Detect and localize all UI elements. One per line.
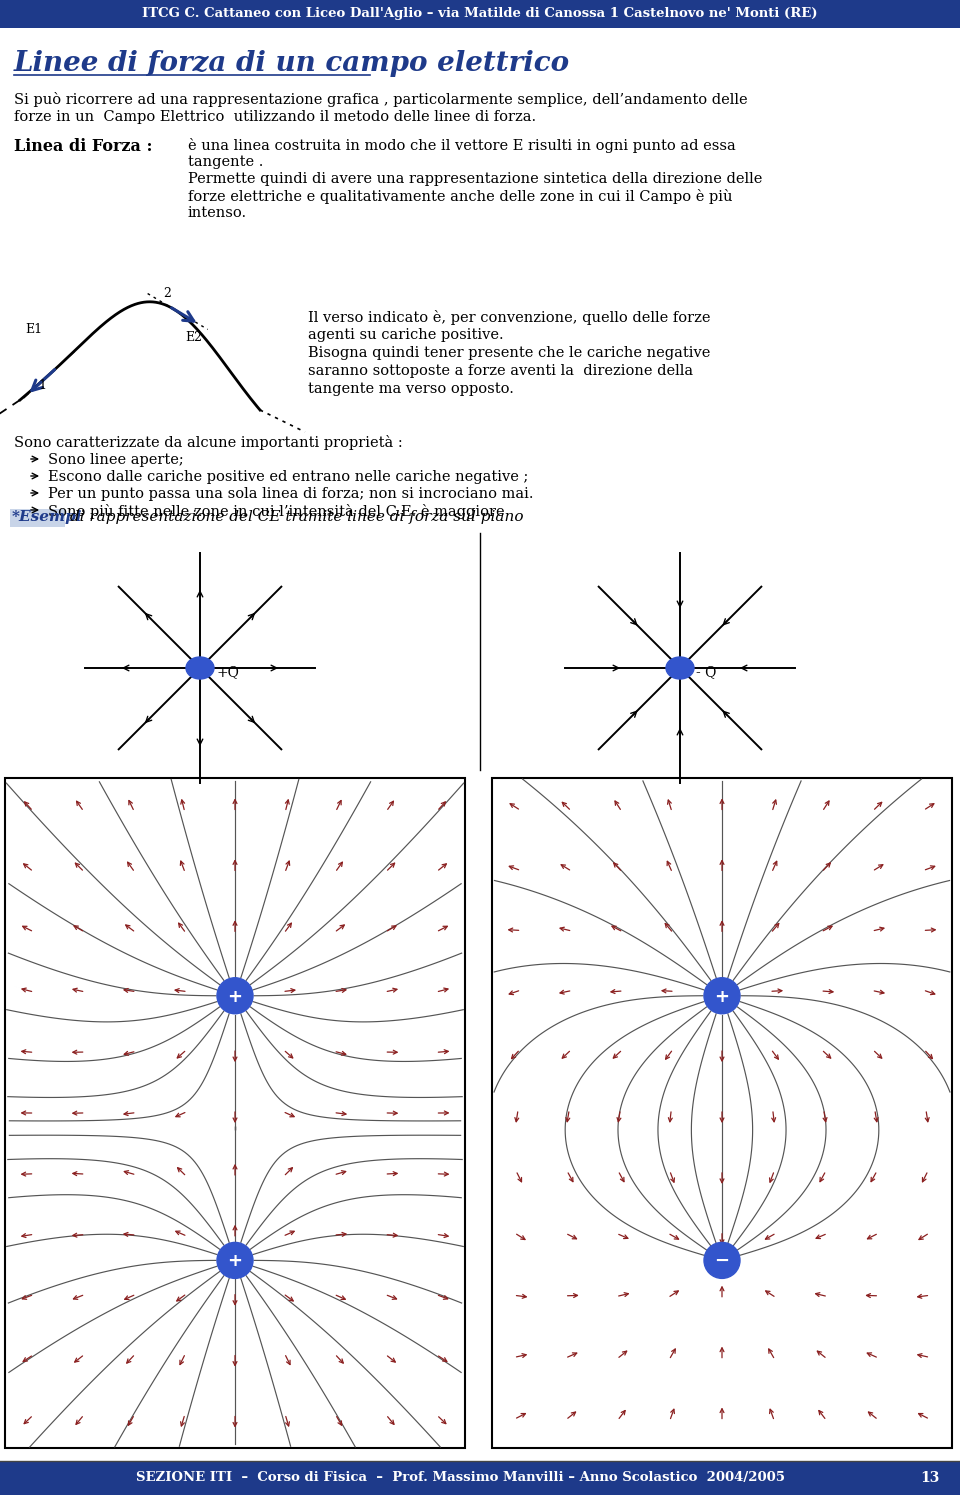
Text: E2: E2 (185, 330, 203, 344)
Text: Per un punto passa una sola linea di forza; non si incrociano mai.: Per un punto passa una sola linea di for… (48, 487, 534, 501)
Text: Linee di forza di un campo elettrico: Linee di forza di un campo elettrico (14, 49, 570, 78)
Text: Sono più fitte nelle zone in cui l’intensità del C.E. è maggiore: Sono più fitte nelle zone in cui l’inten… (48, 504, 505, 519)
Text: +Q: +Q (216, 665, 239, 679)
Text: ITCG C. Cattaneo con Liceo Dall'Aglio – via Matilde di Canossa 1 Castelnovo ne' : ITCG C. Cattaneo con Liceo Dall'Aglio – … (142, 7, 818, 21)
Text: tangente .: tangente . (188, 155, 263, 169)
Bar (492, 777, 952, 1449)
Text: Bisogna quindi tener presente che le cariche negative: Bisogna quindi tener presente che le car… (308, 345, 710, 360)
Text: intenso.: intenso. (188, 206, 247, 220)
Text: +: + (228, 988, 243, 1006)
Circle shape (217, 1242, 253, 1278)
Text: Linea di Forza :: Linea di Forza : (14, 138, 153, 155)
Bar (10, 508, 65, 528)
Text: +: + (228, 1253, 243, 1271)
Text: di rappresentazione del CE tramite linee di forza sul piano: di rappresentazione del CE tramite linee… (65, 510, 523, 525)
Bar (0, 0, 960, 28)
Text: 13: 13 (921, 1471, 940, 1485)
Text: Il verso indicato è, per convenzione, quello delle forze: Il verso indicato è, per convenzione, qu… (308, 309, 710, 324)
Text: SEZIONE ITI  –  Corso di Fisica  –  Prof. Massimo Manvilli – Anno Scolastico  20: SEZIONE ITI – Corso di Fisica – Prof. Ma… (135, 1471, 784, 1485)
Text: E1: E1 (25, 323, 42, 336)
Text: forze elettriche e qualitativamente anche delle zone in cui il Campo è più: forze elettriche e qualitativamente anch… (188, 188, 732, 203)
Ellipse shape (666, 656, 694, 679)
Text: 2: 2 (163, 287, 171, 300)
Text: Sono caratterizzate da alcune importanti proprietà :: Sono caratterizzate da alcune importanti… (14, 435, 403, 450)
Circle shape (704, 978, 740, 1014)
Text: 1: 1 (38, 380, 46, 392)
Text: *Esempi: *Esempi (12, 510, 83, 525)
Text: saranno sottoposte a forze aventi la  direzione della: saranno sottoposte a forze aventi la dir… (308, 363, 693, 378)
Text: tangente ma verso opposto.: tangente ma verso opposto. (308, 383, 514, 396)
Text: Sono linee aperte;: Sono linee aperte; (48, 453, 183, 466)
Text: - Q: - Q (696, 665, 716, 679)
Text: Si può ricorrere ad una rappresentazione grafica , particolarmente semplice, del: Si può ricorrere ad una rappresentazione… (14, 93, 748, 108)
Bar (0, 1462, 960, 1495)
Ellipse shape (186, 656, 214, 679)
Text: agenti su cariche positive.: agenti su cariche positive. (308, 327, 504, 342)
Text: forze in un  Campo Elettrico  utilizzando il metodo delle linee di forza.: forze in un Campo Elettrico utilizzando … (14, 111, 536, 124)
Text: è una linea costruita in modo che il vettore E risulti in ogni punto ad essa: è una linea costruita in modo che il vet… (188, 138, 735, 152)
Text: +: + (714, 988, 730, 1006)
Circle shape (704, 1242, 740, 1278)
Text: Escono dalle cariche positive ed entrano nelle cariche negative ;: Escono dalle cariche positive ed entrano… (48, 469, 528, 484)
Text: Permette quindi di avere una rappresentazione sintetica della direzione delle: Permette quindi di avere una rappresenta… (188, 172, 762, 185)
Text: −: − (714, 1253, 730, 1271)
Circle shape (217, 978, 253, 1014)
Bar (5, 777, 465, 1449)
